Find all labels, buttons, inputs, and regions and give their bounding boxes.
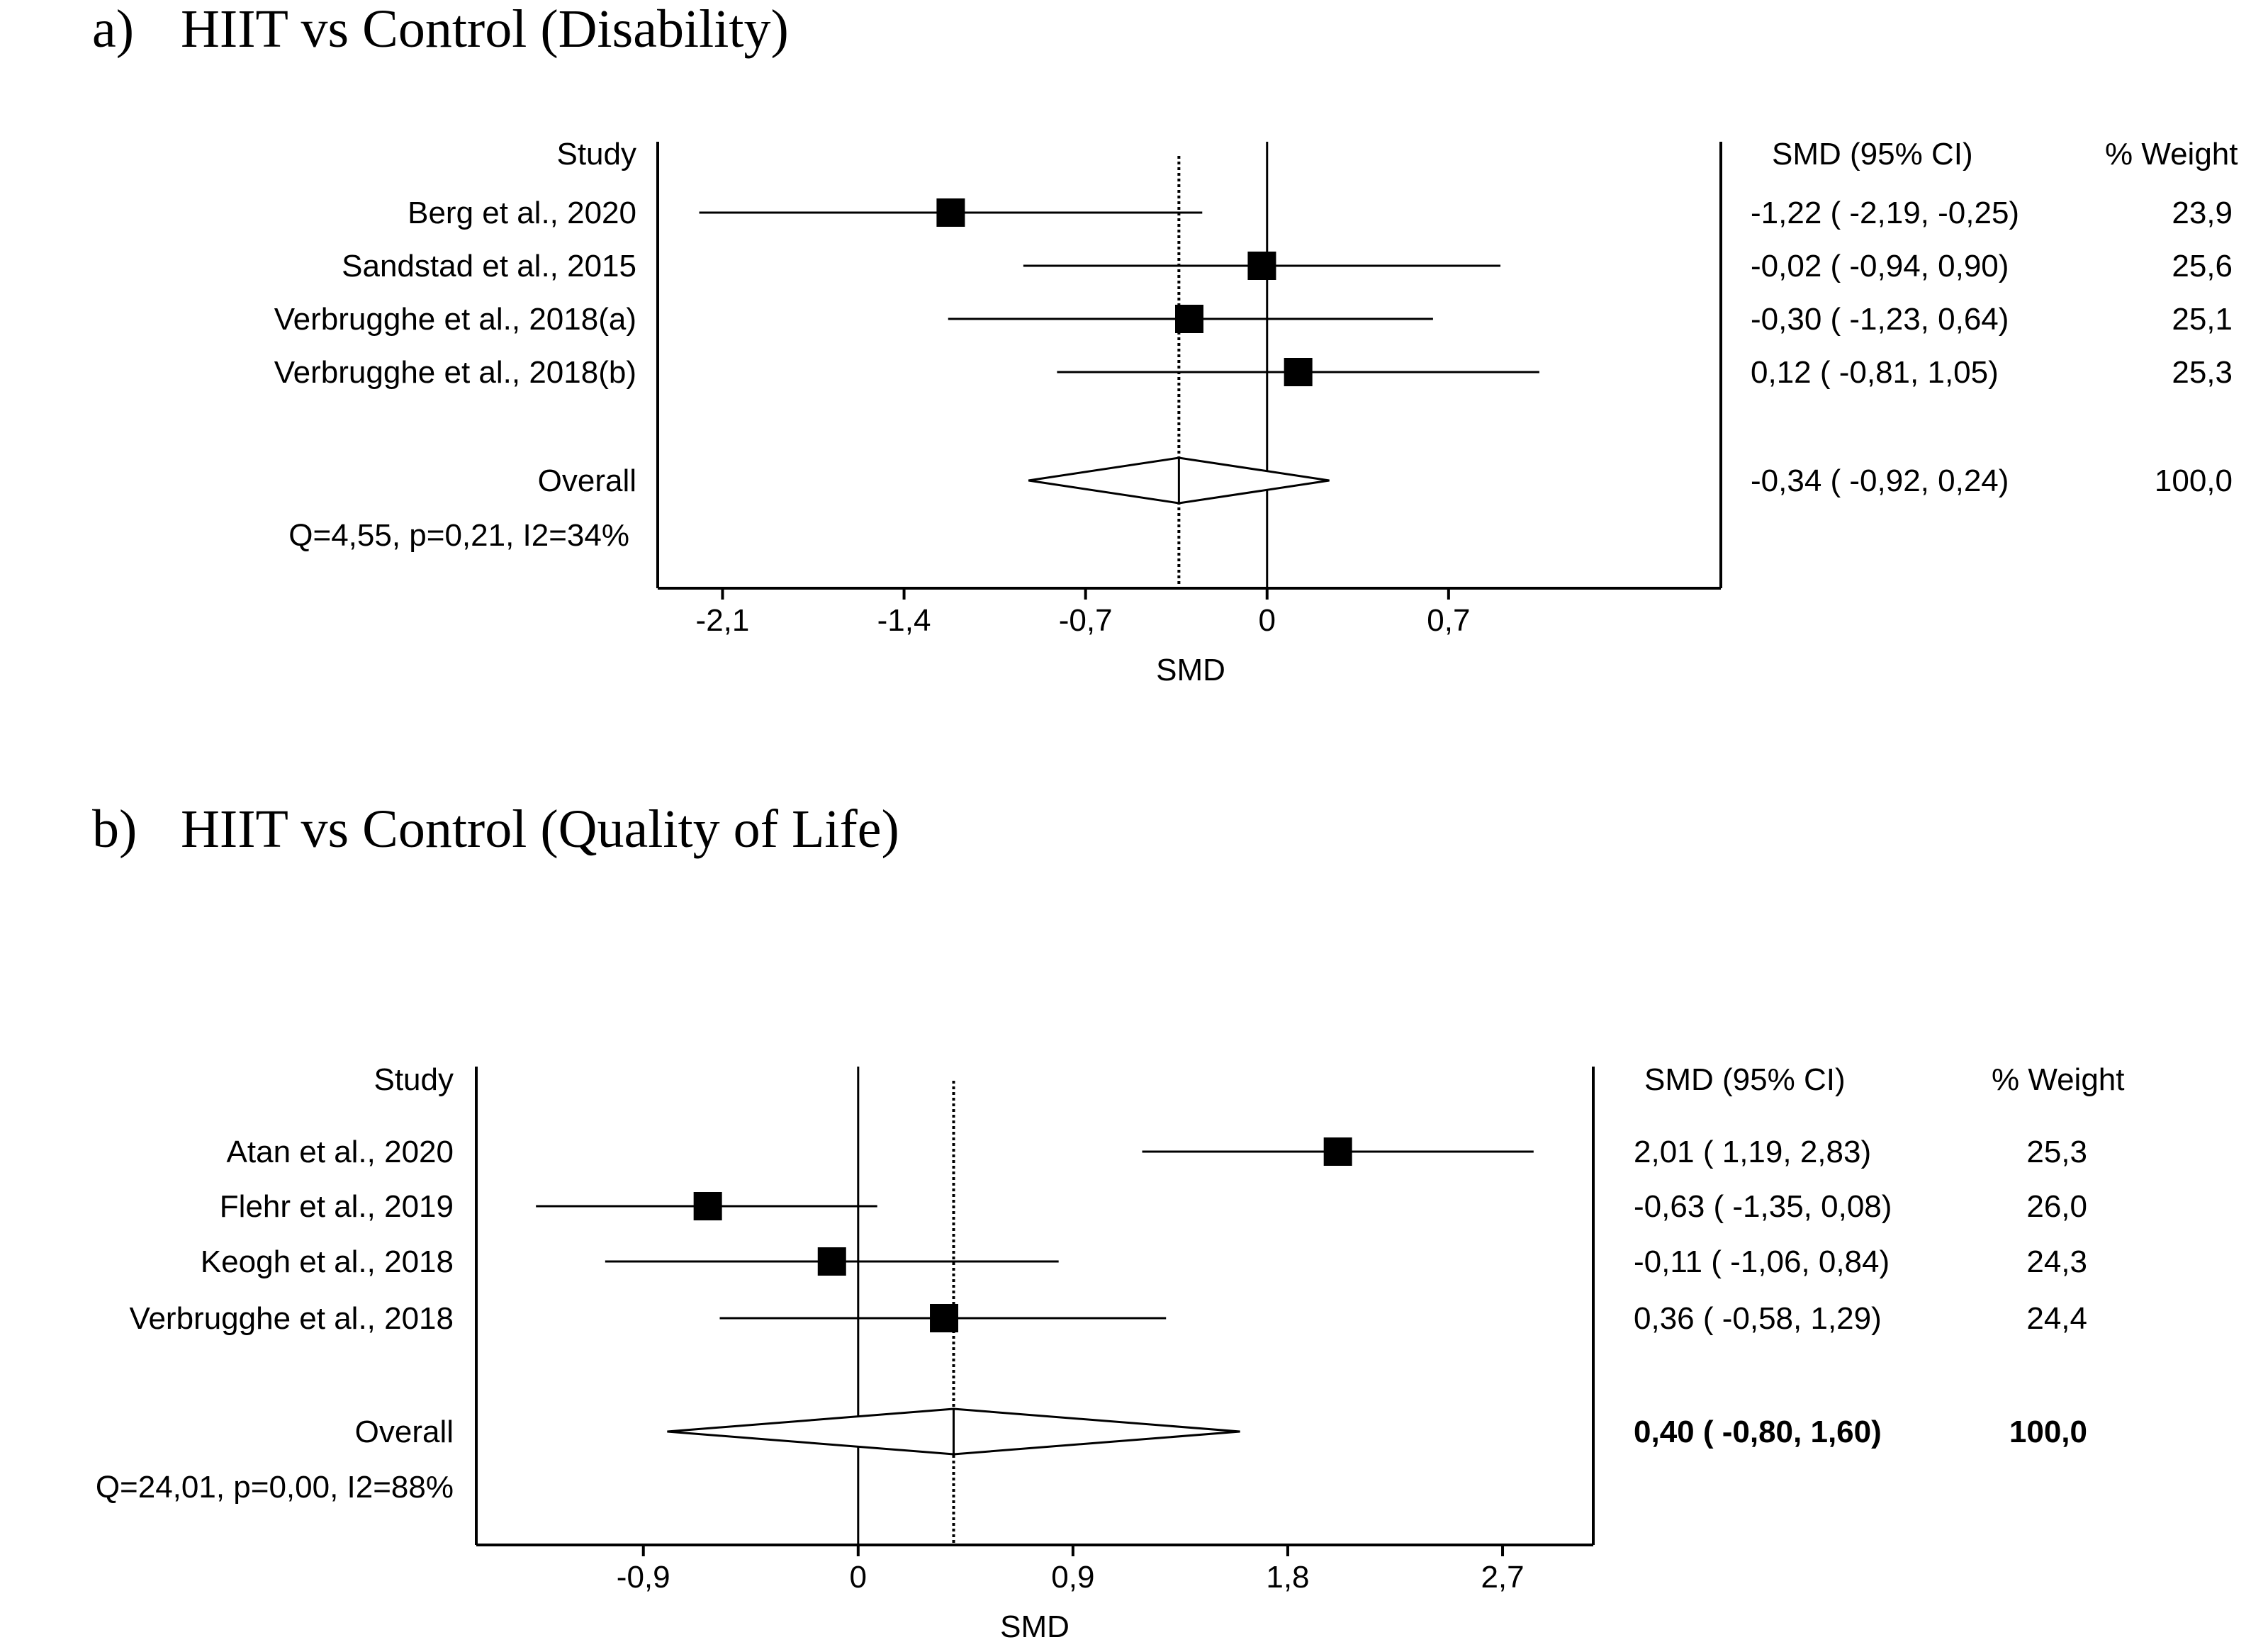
study-smd-ci: 0,12 ( -0,81, 1,05) bbox=[1751, 355, 1999, 390]
x-axis-label: SMD bbox=[1156, 653, 1225, 687]
x-axis-label: SMD bbox=[1000, 1609, 1070, 1644]
study-weight: 25,6 bbox=[2172, 249, 2233, 283]
study-smd-ci: -1,22 ( -2,19, -0,25) bbox=[1751, 196, 2019, 230]
weight-header: % Weight bbox=[1992, 1062, 2125, 1097]
study-point-estimate bbox=[693, 1192, 722, 1220]
forest-panel-a: a) HIIT vs Control (Disability) -2,1 -1,4 -0… bbox=[92, 0, 2238, 687]
study-smd-ci: 0,36 ( -0,58, 1,29) bbox=[1634, 1301, 1882, 1336]
study-weight: 23,9 bbox=[2172, 196, 2233, 230]
study-smd-ci: -0,63 ( -1,35, 0,08) bbox=[1634, 1189, 1892, 1224]
study-point-estimate bbox=[936, 198, 965, 227]
overall-label: Overall bbox=[355, 1415, 454, 1449]
heterogeneity-stats: Q=4,55, p=0,21, I2=34% bbox=[288, 518, 629, 553]
x-tick-label: 2,7 bbox=[1481, 1560, 1524, 1595]
study-smd-ci: -0,02 ( -0,94, 0,90) bbox=[1751, 249, 2009, 283]
overall-smd-ci: 0,40 ( -0,80, 1,60) bbox=[1634, 1415, 1882, 1449]
study-smd-ci: 2,01 ( 1,19, 2,83) bbox=[1634, 1135, 1871, 1169]
study-weight: 25,3 bbox=[2172, 355, 2233, 390]
study-label: Keogh et al., 2018 bbox=[201, 1244, 454, 1279]
study-point-estimate bbox=[1247, 252, 1276, 280]
weight-header: % Weight bbox=[2105, 137, 2238, 172]
study-header: Study bbox=[374, 1062, 454, 1097]
overall-weight: 100,0 bbox=[2155, 463, 2233, 498]
study-label: Verbrugghe et al., 2018(b) bbox=[274, 355, 636, 390]
study-weight: 24,3 bbox=[2026, 1244, 2087, 1279]
x-tick-label: 0,7 bbox=[1427, 603, 1470, 638]
study-point-estimate bbox=[1323, 1137, 1352, 1166]
x-tick-label: 0,9 bbox=[1051, 1560, 1094, 1595]
study-weight: 24,4 bbox=[2026, 1301, 2087, 1336]
study-label: Verbrugghe et al., 2018 bbox=[130, 1301, 454, 1336]
chart-title: HIIT vs Control (Disability) bbox=[181, 0, 789, 59]
panel-label: b) bbox=[92, 799, 137, 859]
study-point-estimate bbox=[930, 1304, 959, 1332]
x-tick-label: 0 bbox=[1259, 603, 1276, 638]
x-tick-label: 1,8 bbox=[1266, 1560, 1309, 1595]
x-tick-label: -0,7 bbox=[1059, 603, 1113, 638]
panel-label: a) bbox=[92, 0, 134, 59]
study-header: Study bbox=[556, 137, 636, 172]
overall-label: Overall bbox=[538, 463, 636, 498]
smd-ci-header: SMD (95% CI) bbox=[1772, 137, 1973, 172]
overall-smd-ci: -0,34 ( -0,92, 0,24) bbox=[1751, 463, 2009, 498]
study-smd-ci: -0,11 ( -1,06, 0,84) bbox=[1634, 1244, 1890, 1279]
study-point-estimate bbox=[1284, 358, 1313, 386]
chart-title: HIIT vs Control (Quality of Life) bbox=[181, 799, 899, 859]
x-tick-label: -2,1 bbox=[696, 603, 750, 638]
study-weight: 25,3 bbox=[2026, 1135, 2087, 1169]
x-tick-label: 0 bbox=[850, 1560, 867, 1595]
study-weight: 26,0 bbox=[2026, 1189, 2087, 1224]
study-label: Flehr et al., 2019 bbox=[220, 1189, 454, 1224]
study-label: Atan et al., 2020 bbox=[227, 1135, 454, 1169]
overall-weight: 100,0 bbox=[2009, 1415, 2087, 1449]
x-tick-label: -1,4 bbox=[877, 603, 931, 638]
study-point-estimate bbox=[1175, 305, 1203, 333]
study-point-estimate bbox=[817, 1247, 846, 1276]
x-tick-label: -0,9 bbox=[617, 1560, 670, 1595]
smd-ci-header: SMD (95% CI) bbox=[1644, 1062, 1846, 1097]
study-label: Berg et al., 2020 bbox=[408, 196, 636, 230]
study-weight: 25,1 bbox=[2172, 302, 2233, 337]
study-label: Sandstad et al., 2015 bbox=[342, 249, 636, 283]
forest-panel-b: b) HIIT vs Control (Quality of Life) -0,9 0… bbox=[92, 799, 2125, 1644]
heterogeneity-stats: Q=24,01, p=0,00, I2=88% bbox=[96, 1470, 454, 1505]
study-label: Verbrugghe et al., 2018(a) bbox=[274, 302, 636, 337]
study-smd-ci: -0,30 ( -1,23, 0,64) bbox=[1751, 302, 2009, 337]
